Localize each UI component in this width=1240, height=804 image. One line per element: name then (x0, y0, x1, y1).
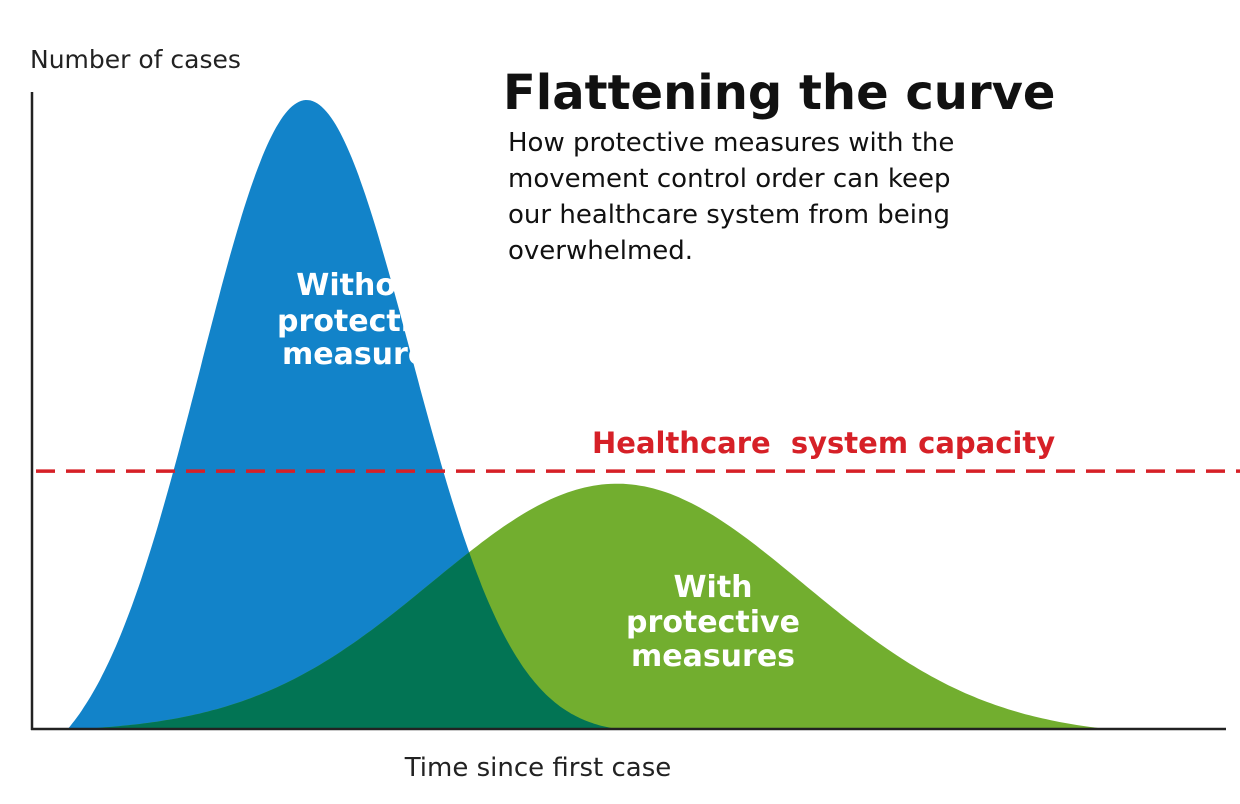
chart-title: Flattening the curve (503, 65, 1055, 121)
capacity-label: Healthcare system capacity (592, 426, 1055, 460)
series-label-with-line-2: protective (626, 605, 800, 640)
x-axis-label: Time since first case (404, 753, 672, 783)
series-label-without-line-1: Without (296, 268, 431, 303)
series-label-without-line-3: measures (282, 337, 446, 372)
chart-subtitle-line-4: overwhelmed. (508, 236, 693, 266)
y-axis-label: Number of cases (30, 45, 241, 74)
chart-subtitle-line-1: How protective measures with the (508, 128, 954, 158)
chart-subtitle-line-2: movement control order can keep (508, 164, 950, 194)
series-label-with-line-3: measures (631, 639, 795, 674)
series-label-without-line-2: protective (277, 304, 451, 339)
chart-subtitle-line-3: our healthcare system from being (508, 200, 950, 230)
series-area-without-protective-measures (67, 100, 618, 729)
series-label-with-line-1: With (673, 570, 752, 605)
